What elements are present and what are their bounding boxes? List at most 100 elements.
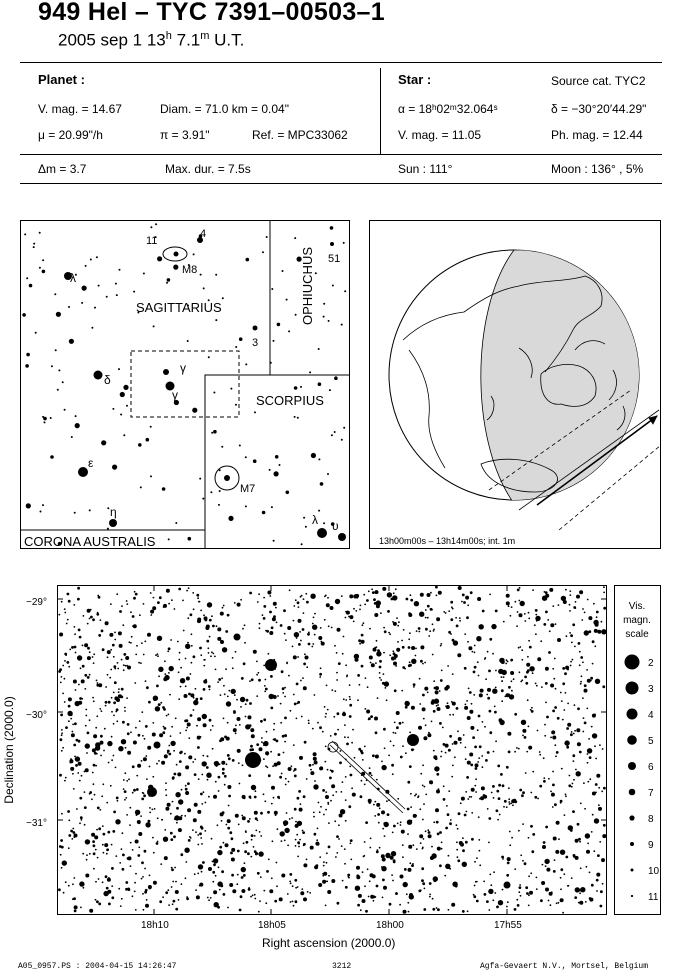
sky-star [159, 733, 164, 738]
sky-star [74, 633, 76, 636]
sky-star [586, 678, 591, 683]
sky-star [277, 695, 279, 697]
sky-star [539, 753, 542, 756]
sky-star [408, 894, 414, 900]
sky-star [377, 649, 380, 653]
sky-star [389, 740, 392, 743]
sky-star [509, 844, 512, 847]
sky-star [378, 846, 381, 849]
sky-star [366, 686, 369, 689]
sky-star [474, 784, 477, 787]
finder-star [328, 389, 331, 392]
sky-star [134, 909, 137, 911]
sky-star [206, 778, 209, 781]
sky-star [210, 837, 213, 840]
sky-star [419, 703, 422, 705]
sky-star [91, 656, 94, 658]
sky-star [319, 676, 322, 678]
sky-star [316, 827, 319, 830]
sky-star [122, 779, 125, 781]
star-heading: Star : [398, 72, 432, 87]
sky-star [431, 845, 433, 848]
finder-star [343, 426, 346, 429]
sky-star [452, 764, 454, 767]
sky-star [345, 610, 350, 615]
sky-star [366, 709, 371, 714]
sky-star [234, 650, 237, 653]
sky-star [460, 796, 465, 801]
sky-star [375, 778, 378, 781]
finder-star [218, 490, 221, 492]
sky-star [327, 625, 330, 628]
sky-star [424, 686, 429, 691]
sky-star [141, 791, 144, 794]
sky-star [465, 595, 470, 600]
sky-star [314, 612, 316, 615]
sky-star [527, 904, 530, 907]
sky-star [242, 627, 244, 630]
sky-star [113, 681, 117, 685]
sky-star [572, 854, 576, 857]
sky-star [408, 765, 412, 768]
sky-star [422, 882, 426, 886]
sky-star [106, 848, 109, 852]
sky-star [603, 591, 605, 594]
sky-star [555, 751, 559, 754]
sky-star [518, 599, 521, 602]
sky-star [126, 814, 128, 816]
finder-star [126, 404, 128, 407]
sky-star [396, 822, 399, 825]
sky-star [486, 650, 489, 653]
sky-star [510, 671, 515, 675]
sky-star [526, 662, 531, 667]
sky-star [501, 784, 505, 788]
sky-star [152, 606, 157, 611]
sky-star [219, 739, 222, 743]
sky-star [273, 810, 278, 815]
sky-star [359, 909, 362, 912]
sky-star [113, 810, 116, 814]
sky-star [208, 718, 212, 722]
sky-star [267, 652, 270, 655]
sky-star [230, 837, 234, 841]
sky-star [90, 615, 93, 619]
sky-star [165, 714, 168, 717]
sky-star [114, 631, 116, 634]
sky-star [454, 756, 456, 759]
sky-star [300, 639, 302, 642]
sky-star [423, 736, 428, 741]
sky-star [310, 771, 315, 776]
sky-star [436, 617, 441, 622]
sky-star [471, 837, 474, 841]
sky-star [451, 902, 456, 907]
sky-star [175, 792, 181, 798]
sky-star [431, 853, 437, 859]
sky-star [470, 796, 473, 798]
finder-star [123, 384, 129, 390]
sky-star [590, 676, 593, 680]
sky-star [556, 716, 560, 720]
sky-star [360, 751, 362, 753]
sky-star [72, 679, 77, 684]
scale-label-mag-10: 10 [648, 866, 660, 877]
sky-star [143, 849, 147, 853]
sky-star [374, 896, 377, 898]
sky-star [218, 763, 221, 766]
sky-star [245, 698, 249, 702]
sky-star [325, 861, 328, 864]
sky-star [224, 843, 229, 848]
sky-star [405, 597, 409, 601]
sky-star [119, 905, 122, 907]
sky-star [104, 621, 109, 626]
sky-star [132, 740, 137, 745]
sky-star [286, 661, 288, 664]
finder-star [323, 302, 326, 305]
sky-star [151, 808, 154, 811]
sky-star [95, 764, 97, 767]
sky-star [163, 754, 168, 759]
sky-star [565, 855, 569, 859]
finder-star [293, 415, 296, 418]
sky-star [375, 850, 379, 854]
sky-star [217, 681, 220, 683]
sky-star [268, 693, 274, 700]
